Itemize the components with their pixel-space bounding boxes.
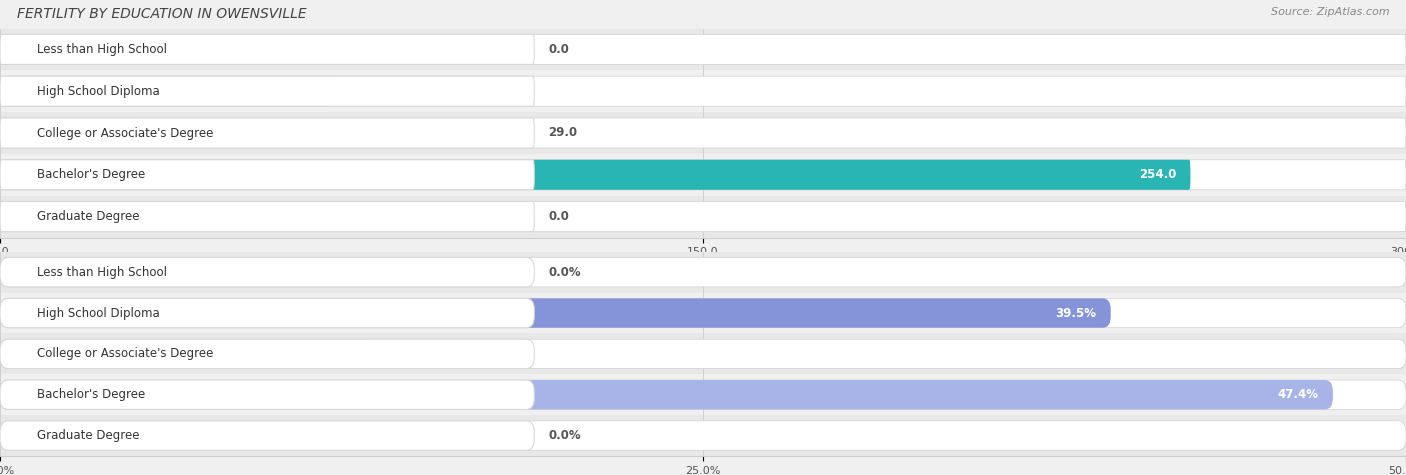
Text: Bachelor's Degree: Bachelor's Degree bbox=[38, 168, 146, 181]
Text: High School Diploma: High School Diploma bbox=[38, 306, 160, 320]
Text: College or Associate's Degree: College or Associate's Degree bbox=[38, 347, 214, 361]
Text: 0.0%: 0.0% bbox=[548, 266, 581, 279]
FancyBboxPatch shape bbox=[0, 339, 534, 369]
Text: 39.5%: 39.5% bbox=[1056, 306, 1097, 320]
Bar bbox=[0, 154, 1406, 196]
FancyBboxPatch shape bbox=[0, 160, 1406, 190]
FancyBboxPatch shape bbox=[0, 160, 1191, 190]
FancyBboxPatch shape bbox=[0, 257, 534, 287]
Bar bbox=[0, 333, 1406, 374]
Text: 254.0: 254.0 bbox=[1139, 168, 1177, 181]
Bar bbox=[0, 70, 1406, 112]
FancyBboxPatch shape bbox=[0, 76, 1406, 106]
Text: FERTILITY BY EDUCATION IN OWENSVILLE: FERTILITY BY EDUCATION IN OWENSVILLE bbox=[17, 7, 307, 21]
FancyBboxPatch shape bbox=[0, 298, 1111, 328]
Text: Less than High School: Less than High School bbox=[38, 43, 167, 56]
Text: 13.2%: 13.2% bbox=[316, 347, 357, 361]
Text: 0.0: 0.0 bbox=[548, 43, 569, 56]
Text: 71.0: 71.0 bbox=[290, 85, 319, 98]
Bar bbox=[0, 252, 1406, 293]
Text: Less than High School: Less than High School bbox=[38, 266, 167, 279]
FancyBboxPatch shape bbox=[0, 201, 1406, 232]
FancyBboxPatch shape bbox=[0, 421, 1406, 450]
Bar bbox=[0, 293, 1406, 333]
FancyBboxPatch shape bbox=[0, 339, 371, 369]
Text: 0.0: 0.0 bbox=[548, 210, 569, 223]
FancyBboxPatch shape bbox=[0, 34, 1406, 65]
FancyBboxPatch shape bbox=[0, 380, 1406, 409]
Bar bbox=[0, 28, 1406, 70]
Text: 47.4%: 47.4% bbox=[1278, 388, 1319, 401]
FancyBboxPatch shape bbox=[0, 380, 534, 409]
FancyBboxPatch shape bbox=[0, 76, 534, 106]
FancyBboxPatch shape bbox=[0, 298, 534, 328]
Bar bbox=[0, 374, 1406, 415]
FancyBboxPatch shape bbox=[0, 339, 1406, 369]
FancyBboxPatch shape bbox=[0, 118, 1406, 148]
FancyBboxPatch shape bbox=[0, 257, 1406, 287]
Text: Graduate Degree: Graduate Degree bbox=[38, 429, 141, 442]
FancyBboxPatch shape bbox=[0, 118, 534, 148]
FancyBboxPatch shape bbox=[0, 76, 333, 106]
FancyBboxPatch shape bbox=[0, 34, 534, 65]
FancyBboxPatch shape bbox=[0, 160, 534, 190]
FancyBboxPatch shape bbox=[0, 118, 136, 148]
FancyBboxPatch shape bbox=[0, 201, 534, 232]
Bar bbox=[0, 196, 1406, 238]
FancyBboxPatch shape bbox=[0, 421, 534, 450]
Bar bbox=[0, 415, 1406, 456]
FancyBboxPatch shape bbox=[0, 298, 1406, 328]
Bar bbox=[0, 112, 1406, 154]
Text: College or Associate's Degree: College or Associate's Degree bbox=[38, 126, 214, 140]
Text: Bachelor's Degree: Bachelor's Degree bbox=[38, 388, 146, 401]
Text: Source: ZipAtlas.com: Source: ZipAtlas.com bbox=[1271, 7, 1389, 17]
Text: 0.0%: 0.0% bbox=[548, 429, 581, 442]
FancyBboxPatch shape bbox=[0, 380, 1333, 409]
Text: High School Diploma: High School Diploma bbox=[38, 85, 160, 98]
Text: Graduate Degree: Graduate Degree bbox=[38, 210, 141, 223]
Text: 29.0: 29.0 bbox=[548, 126, 578, 140]
